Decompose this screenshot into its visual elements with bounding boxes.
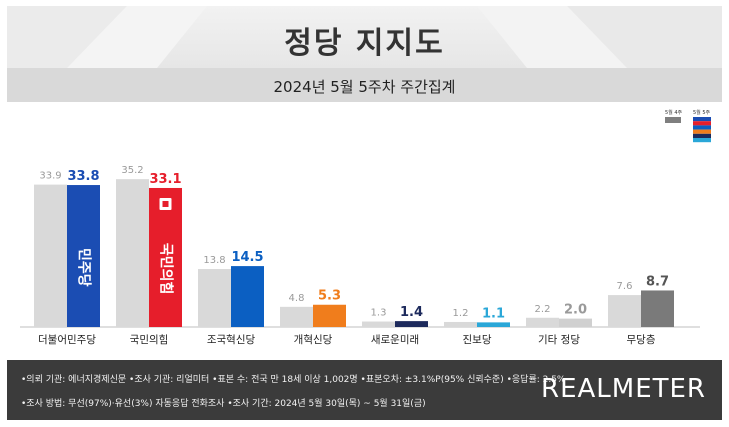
data-label-curr-7: 8.7 [646, 274, 669, 289]
title-band: 정당 지지도 [7, 6, 722, 68]
bar-prev-2 [198, 269, 231, 327]
data-label-curr-2: 14.5 [231, 250, 263, 265]
bar-curr-1 [149, 187, 182, 327]
title-band-facets [7, 6, 722, 68]
data-label-prev-3: 4.8 [289, 293, 305, 304]
bar-prev-3 [280, 306, 313, 327]
legend-curr-stripe-2 [693, 125, 711, 130]
data-label-curr-6: 2.0 [564, 303, 587, 318]
category-label-7: 무당층 [627, 334, 656, 346]
legend-prev-swatch [665, 117, 681, 123]
category-label-4: 새로운미래 [371, 334, 419, 346]
bar-prev-6 [526, 317, 559, 327]
category-label-3: 개혁신당 [294, 334, 333, 346]
bar-prev-1 [116, 179, 149, 327]
category-label-1: 국민의힘 [130, 334, 169, 346]
data-label-curr-3: 5.3 [318, 289, 341, 304]
data-label-prev-4: 1.3 [371, 308, 387, 319]
bar-curr-6 [559, 318, 592, 327]
data-label-curr-4: 1.4 [400, 305, 423, 320]
legend-curr-stripe-4 [693, 133, 711, 138]
bar-curr-2 [231, 266, 264, 327]
page-title: 정당 지지도 [284, 26, 445, 61]
bar-prev-4 [362, 321, 395, 327]
subtitle-band: 2024년 5월 5주차 주간집계 [7, 68, 722, 102]
survey-footer: •의뢰 기관: 에너지경제신문 •조사 기관: 리얼미터 •표본 수: 전국 만… [7, 360, 722, 420]
page-subtitle: 2024년 5월 5주차 주간집계 [273, 78, 456, 96]
data-label-curr-1: 33.1 [149, 172, 181, 187]
data-label-curr-0: 33.8 [67, 169, 99, 184]
category-label-2: 조국혁신당 [207, 334, 256, 346]
bar-curr-0 [67, 185, 100, 327]
data-label-curr-5: 1.1 [482, 306, 505, 321]
bar-curr-5 [477, 322, 510, 327]
bar-prev-0 [34, 184, 67, 327]
legend-curr-label: 5월 5주 [693, 109, 711, 116]
legend-curr-stripe-5 [693, 138, 711, 143]
legend-curr-stripe-1 [693, 121, 711, 126]
data-label-prev-0: 33.9 [39, 171, 61, 182]
legend-curr-stripe-0 [693, 117, 711, 122]
bar-curr-7 [641, 290, 674, 327]
bar-prev-5 [444, 321, 477, 327]
party-logo-0: 민주당 [76, 248, 93, 287]
footer-line-1: •의뢰 기관: 에너지경제신문 •조사 기관: 리얼미터 •표본 수: 전국 만… [21, 375, 566, 385]
category-label-5: 진보당 [463, 334, 492, 346]
bar-prev-7 [608, 295, 641, 327]
data-label-prev-7: 7.6 [617, 281, 633, 292]
data-label-prev-6: 2.2 [535, 304, 551, 315]
category-label-0: 더불어민주당 [38, 334, 96, 346]
ppp-emblem-inner [162, 200, 169, 207]
legend-curr-stripe-3 [693, 129, 711, 134]
legend-prev-label: 5월 4주 [665, 109, 683, 116]
data-label-prev-5: 1.2 [453, 308, 469, 319]
bar-chart: 33.9 33.8 더불어민주당 35.2 33.1 국민의힘 13.8 14.5 조국혁신당 4… [20, 109, 711, 346]
data-label-prev-2: 13.8 [203, 255, 225, 266]
party-logo-1: 국민의힘 [158, 243, 175, 295]
realmeter-logo: REALMETER [541, 374, 706, 404]
bar-curr-3 [313, 304, 346, 327]
footer-line-2: •조사 방법: 무선(97%)·유선(3%) 자동응답 전화조사 •조사 기간:… [21, 399, 426, 409]
data-label-prev-1: 35.2 [121, 165, 143, 176]
category-label-6: 기타 정당 [538, 334, 580, 346]
bar-curr-4 [395, 321, 428, 327]
